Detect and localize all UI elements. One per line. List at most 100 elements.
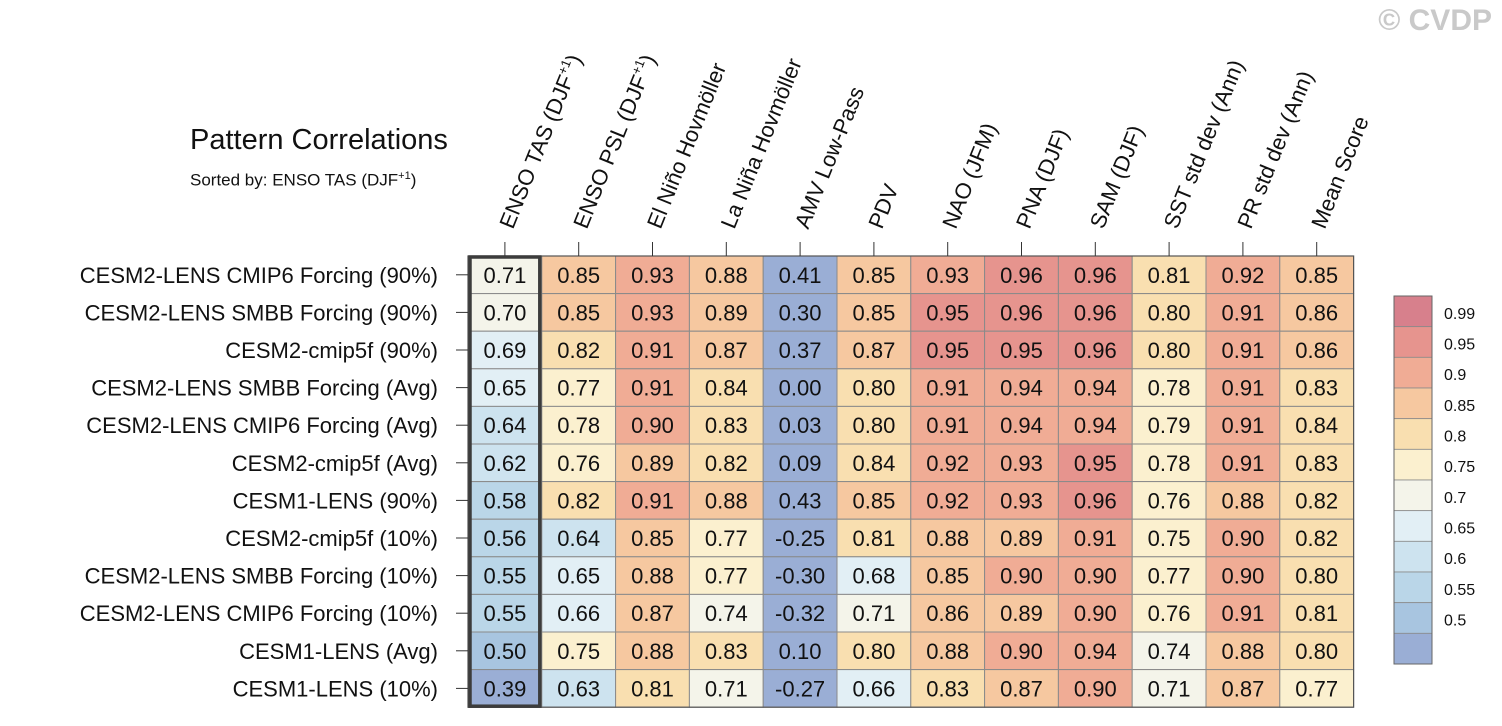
cell-value: 0.85 (852, 263, 895, 288)
cell-value: 0.89 (1000, 526, 1043, 551)
heatmap-cell (762, 293, 838, 332)
row-label: CESM2-cmip5f (90%) (225, 338, 438, 363)
heatmap-cell (1131, 330, 1207, 370)
cell-value: 0.55 (483, 601, 526, 626)
cell-value: 0.64 (557, 526, 600, 551)
cell-value: 0.37 (779, 338, 822, 363)
cell-value: 0.76 (557, 451, 600, 476)
cell-value: 0.93 (1000, 451, 1043, 476)
column-label: Mean Score (1306, 113, 1374, 232)
cell-value: 0.50 (483, 639, 526, 664)
cell-value: 0.75 (557, 639, 600, 664)
cell-value: 0.91 (631, 338, 674, 363)
heatmap-cell (1131, 556, 1207, 595)
heatmap-cell (910, 518, 986, 558)
cell-value: 0.90 (631, 413, 674, 438)
cell-value: 0.96 (1000, 263, 1043, 288)
cell-value: 0.87 (1000, 676, 1043, 701)
cell-value: 0.96 (1074, 338, 1117, 363)
cell-value: 0.81 (1295, 601, 1338, 626)
heatmap-cell (1205, 255, 1281, 295)
heatmap-cell (1205, 593, 1281, 633)
cell-value: 0.82 (1295, 526, 1338, 551)
cell-value: 0.76 (1148, 488, 1191, 513)
cell-value: 0.92 (926, 488, 969, 513)
cell-value: 0.90 (1074, 564, 1117, 589)
cell-value: 0.83 (926, 676, 969, 701)
heatmap-cell (1205, 631, 1281, 671)
cell-value: 0.78 (1148, 451, 1191, 476)
cell-value: 0.77 (557, 376, 600, 401)
heatmap-cell (836, 443, 912, 483)
heatmap-cell (615, 481, 690, 520)
cell-value: 0.88 (705, 488, 748, 513)
cell-value: 0.81 (631, 676, 674, 701)
cell-value: 0.88 (926, 526, 969, 551)
column-label: SST std dev (Ann) (1159, 56, 1249, 232)
row-label: CESM1-LENS (10%) (233, 676, 438, 701)
heatmap-cell (762, 631, 838, 671)
cell-value: 0.03 (779, 413, 822, 438)
cell-value: 0.90 (1221, 564, 1264, 589)
cell-value: 0.90 (1074, 601, 1117, 626)
cell-value: 0.94 (1074, 413, 1117, 438)
cell-value: 0.91 (1221, 338, 1264, 363)
cell-value: 0.71 (483, 263, 526, 288)
heatmap-cell (1279, 631, 1355, 671)
cell-value: 0.93 (631, 263, 674, 288)
row-label: CESM2-LENS SMBB Forcing (90%) (85, 300, 438, 325)
cell-value: 0.88 (705, 263, 748, 288)
heatmap-cell (910, 330, 986, 370)
cell-value: 0.89 (631, 451, 674, 476)
cell-value: 0.56 (483, 526, 526, 551)
column-label: PR std dev (Ann) (1232, 67, 1318, 232)
subtitle-prefix: Sorted by: ENSO TAS (DJF (190, 170, 399, 190)
heatmap-cell (836, 631, 912, 671)
cell-value: 0.69 (483, 338, 526, 363)
cell-value: 0.92 (926, 451, 969, 476)
heatmap-cell (910, 443, 986, 483)
cell-value: 0.68 (852, 564, 895, 589)
heatmap-cell (984, 405, 1059, 445)
colorbar-band (1393, 418, 1433, 450)
cell-value: 0.88 (631, 639, 674, 664)
cell-value: 0.96 (1074, 300, 1117, 325)
cell-value: 0.71 (1148, 676, 1191, 701)
cell-value: 0.94 (1074, 639, 1117, 664)
cell-value: 0.75 (1148, 526, 1191, 551)
cell-value: 0.65 (483, 376, 526, 401)
row-label: CESM2-LENS SMBB Forcing (Avg) (91, 376, 438, 401)
heatmap-cell (1057, 631, 1133, 671)
heatmap-cell (688, 255, 764, 295)
heatmap-cell (1205, 481, 1281, 520)
heatmap-cell (1279, 293, 1355, 332)
heatmap-cell (910, 631, 986, 671)
heatmap-cell (1279, 405, 1355, 445)
cell-value: 0.87 (631, 601, 674, 626)
cell-value: 0.82 (1295, 488, 1338, 513)
heatmap-cell (541, 330, 617, 370)
column-label: ENSO PSL (DJF+1) (567, 50, 660, 231)
cell-value: 0.83 (1295, 451, 1338, 476)
cell-value: 0.85 (1295, 263, 1338, 288)
cell-value: 0.86 (1295, 338, 1338, 363)
cell-value: 0.71 (852, 601, 895, 626)
heatmap-border (467, 255, 1355, 708)
heatmap-cell (1205, 669, 1281, 708)
heatmap-cell (688, 330, 764, 370)
cell-value: 0.90 (1221, 526, 1264, 551)
heatmap-cell (1205, 443, 1281, 483)
heatmap-cell (984, 556, 1059, 595)
cell-value: 0.93 (1000, 488, 1043, 513)
heatmap-cell (836, 593, 912, 633)
row-label: CESM2-LENS CMIP6 Forcing (90%) (80, 263, 438, 288)
heatmap-cell (615, 556, 690, 595)
heatmap-cell (984, 631, 1059, 671)
cell-value: 0.80 (852, 639, 895, 664)
cell-value: -0.30 (775, 564, 825, 589)
cell-value: 0.77 (705, 564, 748, 589)
heatmap-cell (467, 330, 543, 370)
heatmap-cell (541, 481, 617, 520)
cell-value: 0.93 (631, 300, 674, 325)
